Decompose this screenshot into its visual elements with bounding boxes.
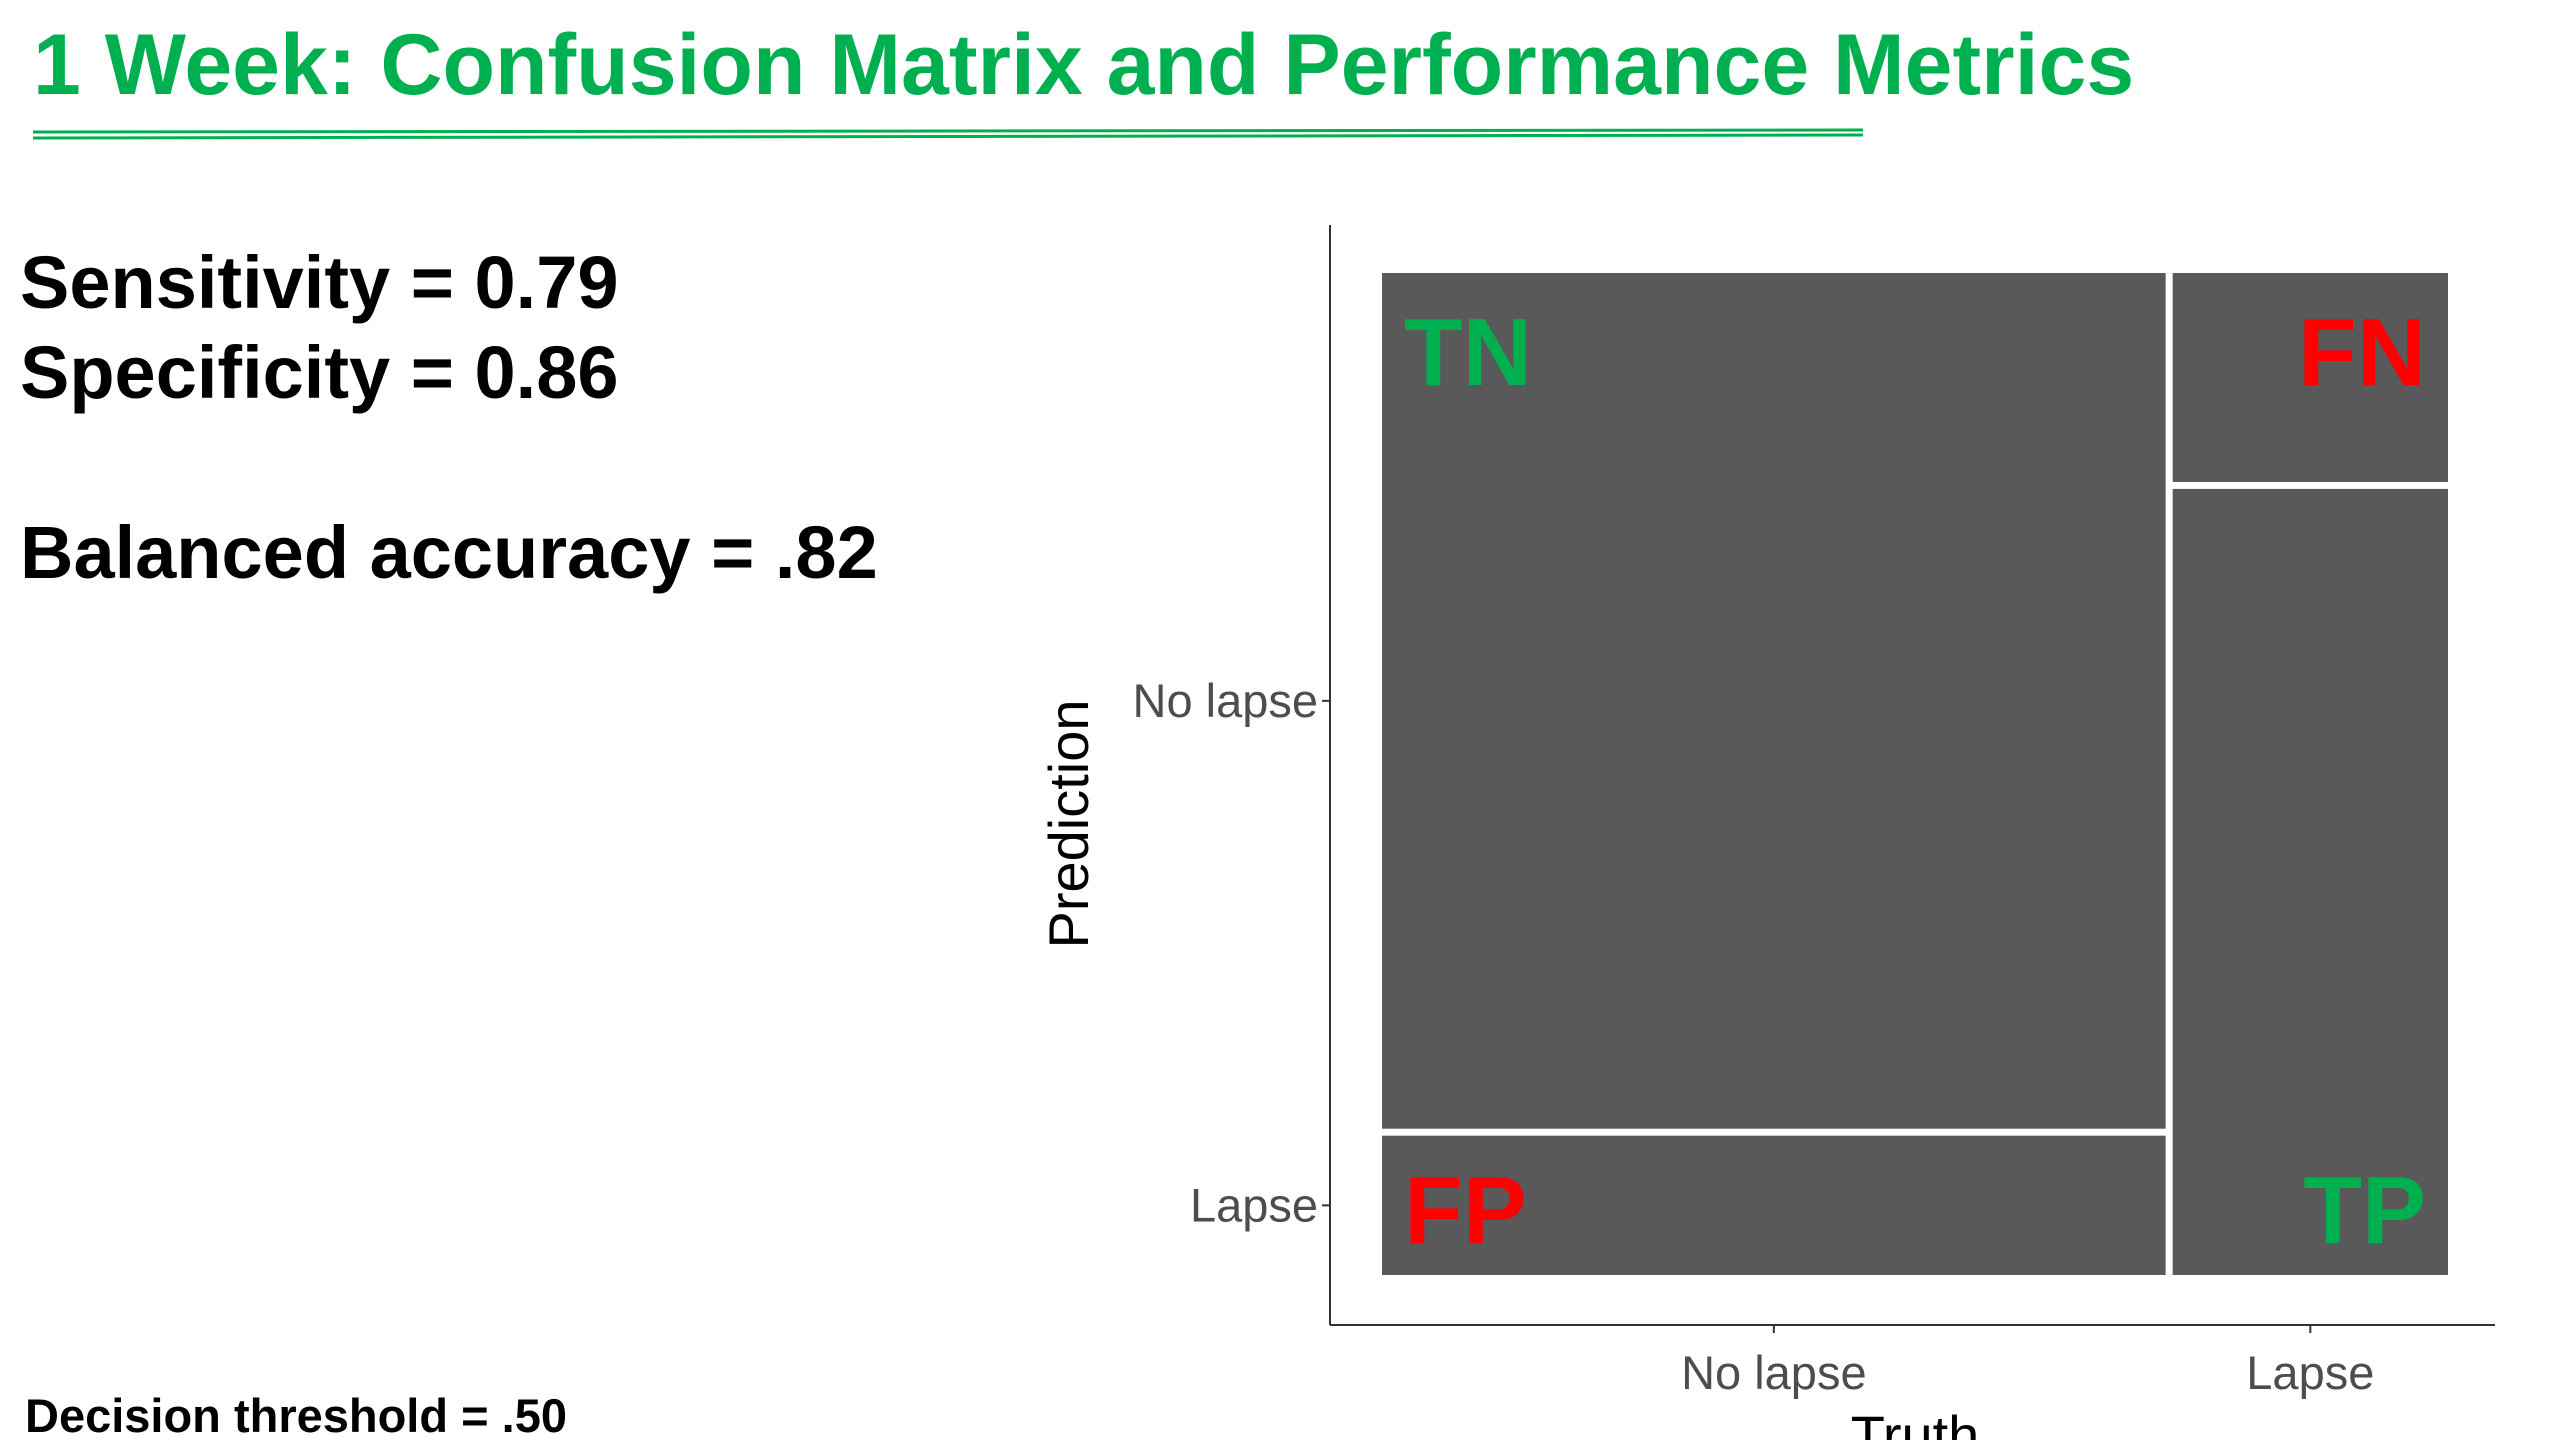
- cell-label-tp: TP: [2303, 1157, 2426, 1264]
- title-underline: [33, 128, 1863, 140]
- mosaic-cell-fp: [1382, 1135, 2166, 1275]
- cell-label-fp: FP: [1404, 1157, 1527, 1264]
- title-underline-line-1: [33, 128, 1863, 134]
- metrics-panel: Sensitivity = 0.79 Specificity = 0.86 Ba…: [20, 238, 878, 598]
- slide-title: 1 Week: Confusion Matrix and Performance…: [33, 17, 2135, 113]
- metric-spacer: [20, 418, 878, 508]
- mosaic-cell-fn: [2172, 273, 2448, 482]
- mosaic-cell-tp: [2172, 488, 2448, 1275]
- title-underline-line-2: [33, 133, 1863, 140]
- cell-label-tn: TN: [1404, 299, 1532, 406]
- x-tick-label-lapse: Lapse: [2246, 1346, 2374, 1399]
- decision-threshold-note: Decision threshold = .50: [25, 1389, 567, 1442]
- cell-label-fn: FN: [2298, 299, 2426, 406]
- sensitivity-value: Sensitivity = 0.79: [20, 241, 619, 324]
- confusion-matrix-mosaic-chart: TN FP No lapse FN TP Lapse No lapse Lapse Truth P…: [1037, 225, 2495, 1440]
- y-tick-label-lapse: Lapse: [1190, 1178, 1318, 1231]
- y-tick-label-no-lapse: No lapse: [1133, 674, 1319, 727]
- balanced-accuracy-value: Balanced accuracy = .82: [20, 511, 878, 594]
- y-axis-title: Prediction: [1037, 699, 1100, 948]
- mosaic-cell-tn: [1382, 273, 2166, 1129]
- x-axis-title: Truth: [1851, 1404, 1980, 1440]
- specificity-value: Specificity = 0.86: [20, 331, 619, 414]
- x-tick-label-no-lapse: No lapse: [1681, 1346, 1867, 1399]
